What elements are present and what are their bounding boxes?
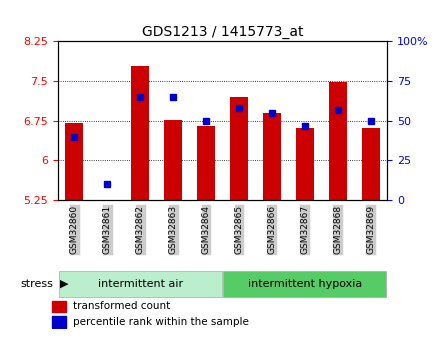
Text: GSM32861: GSM32861 [103,205,112,254]
Bar [58,271,222,297]
Bar [53,316,66,328]
Title: GDS1213 / 1415773_at: GDS1213 / 1415773_at [142,25,303,39]
Bar [164,120,182,200]
Text: percentile rank within the sample: percentile rank within the sample [73,317,249,327]
Bar [223,271,387,297]
Text: stress: stress [20,279,53,289]
Text: transformed count: transformed count [73,302,170,312]
Text: intermittent hypoxia: intermittent hypoxia [248,279,362,289]
Bar [230,97,248,200]
Text: GSM32865: GSM32865 [235,205,243,254]
Text: GSM32869: GSM32869 [366,205,375,254]
Bar [131,66,149,200]
Text: GSM32860: GSM32860 [70,205,79,254]
Text: GSM32863: GSM32863 [169,205,178,254]
Bar [53,300,66,313]
Text: GSM32866: GSM32866 [267,205,276,254]
Bar [263,113,281,200]
Text: ▶: ▶ [60,279,69,289]
Bar [98,200,116,202]
Text: GSM32864: GSM32864 [202,205,210,254]
Bar [197,126,215,200]
Bar [329,82,347,200]
Text: GSM32867: GSM32867 [300,205,309,254]
Bar [65,124,83,200]
Text: GSM32862: GSM32862 [136,205,145,254]
Text: intermittent air: intermittent air [97,279,183,289]
Text: GSM32868: GSM32868 [333,205,342,254]
Bar [296,128,314,200]
Bar [362,128,380,200]
